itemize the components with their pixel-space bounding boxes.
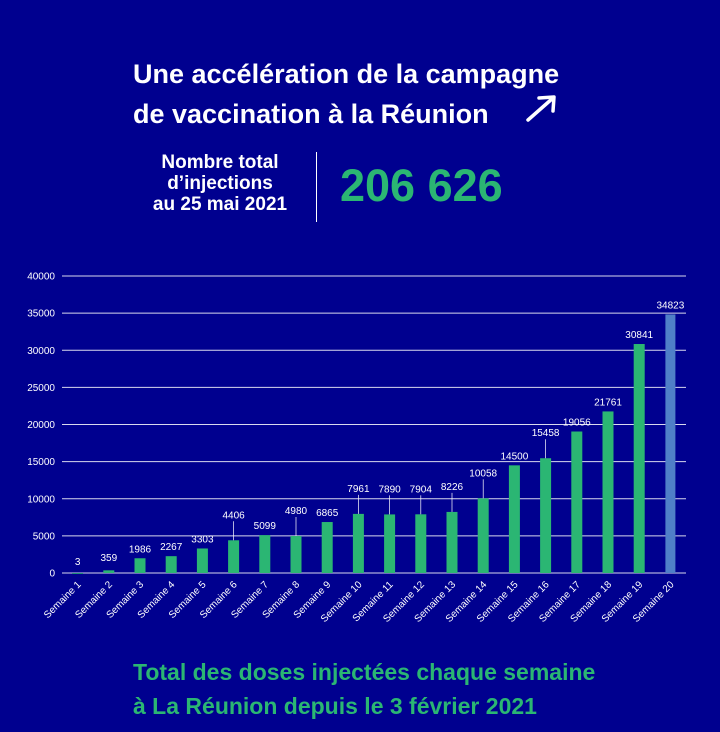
bar (384, 514, 396, 573)
bar (415, 514, 427, 573)
data-label: 3303 (191, 534, 214, 545)
bar (508, 465, 520, 573)
data-label: 21761 (594, 397, 622, 408)
arrow-up-right-icon (526, 95, 556, 122)
bar (290, 536, 302, 573)
bar (196, 548, 208, 573)
bar (165, 556, 177, 573)
y-tick-label: 5000 (33, 531, 56, 542)
bar (540, 458, 552, 573)
data-label: 3 (75, 557, 81, 568)
data-label: 1986 (129, 544, 152, 555)
title-line-2: de vaccination à la Réunion (133, 99, 489, 129)
data-label: 4980 (285, 506, 308, 517)
y-tick-label: 20000 (27, 420, 55, 431)
total-injections-value: 206 626 (340, 160, 503, 211)
bar (477, 498, 489, 573)
divider (316, 152, 317, 222)
data-label: 5099 (254, 521, 277, 532)
data-label: 2267 (160, 542, 183, 553)
data-label: 7961 (347, 484, 370, 495)
total-injections-label: Nombre total d’injections au 25 mai 2021 (140, 152, 300, 215)
total-label-line-1: Nombre total (161, 152, 279, 173)
data-label: 30841 (625, 330, 653, 341)
data-label: 8226 (441, 482, 464, 493)
bar (571, 431, 583, 573)
chart-caption: Total des doses injectées chaque semaine… (133, 655, 595, 723)
data-label: 7890 (378, 484, 401, 495)
y-tick-label: 0 (49, 569, 55, 580)
y-tick-label: 30000 (27, 346, 55, 357)
data-label: 15458 (532, 428, 560, 439)
total-label-line-2: d’injections (167, 173, 273, 194)
data-label: 7904 (410, 484, 433, 495)
caption-line-2: à La Réunion depuis le 3 février 2021 (133, 693, 537, 719)
bar (352, 513, 364, 573)
bar (228, 540, 240, 573)
data-label: 34823 (656, 300, 684, 311)
data-label: 4406 (222, 510, 245, 521)
bar-chart: 0 5000 10000 15000 20000 25000 30000 35000 40000… (27, 272, 686, 625)
bar (602, 411, 614, 573)
data-label: 10058 (469, 468, 497, 479)
bar (259, 535, 271, 573)
caption-line-1: Total des doses injectées chaque semaine (133, 659, 596, 685)
y-tick-label: 10000 (27, 494, 55, 505)
title-line-1: Une accélération de la campagne (133, 59, 560, 89)
y-tick-label: 25000 (27, 383, 55, 394)
bar (446, 511, 458, 573)
bar (103, 570, 115, 573)
data-label: 359 (100, 553, 117, 564)
bar (321, 522, 333, 573)
bar (665, 314, 676, 573)
data-label: 19056 (563, 418, 591, 429)
bar (72, 572, 84, 574)
bar (633, 344, 645, 573)
data-label: 14500 (500, 451, 528, 462)
y-tick-label: 15000 (27, 457, 55, 468)
y-tick-label: 40000 (27, 272, 55, 283)
y-tick-label: 35000 (27, 309, 55, 320)
total-label-line-3: au 25 mai 2021 (152, 194, 288, 215)
bar (134, 558, 146, 573)
chart-title: Une accélération de la campagne de vacci… (133, 54, 559, 134)
data-label: 6865 (316, 508, 339, 519)
